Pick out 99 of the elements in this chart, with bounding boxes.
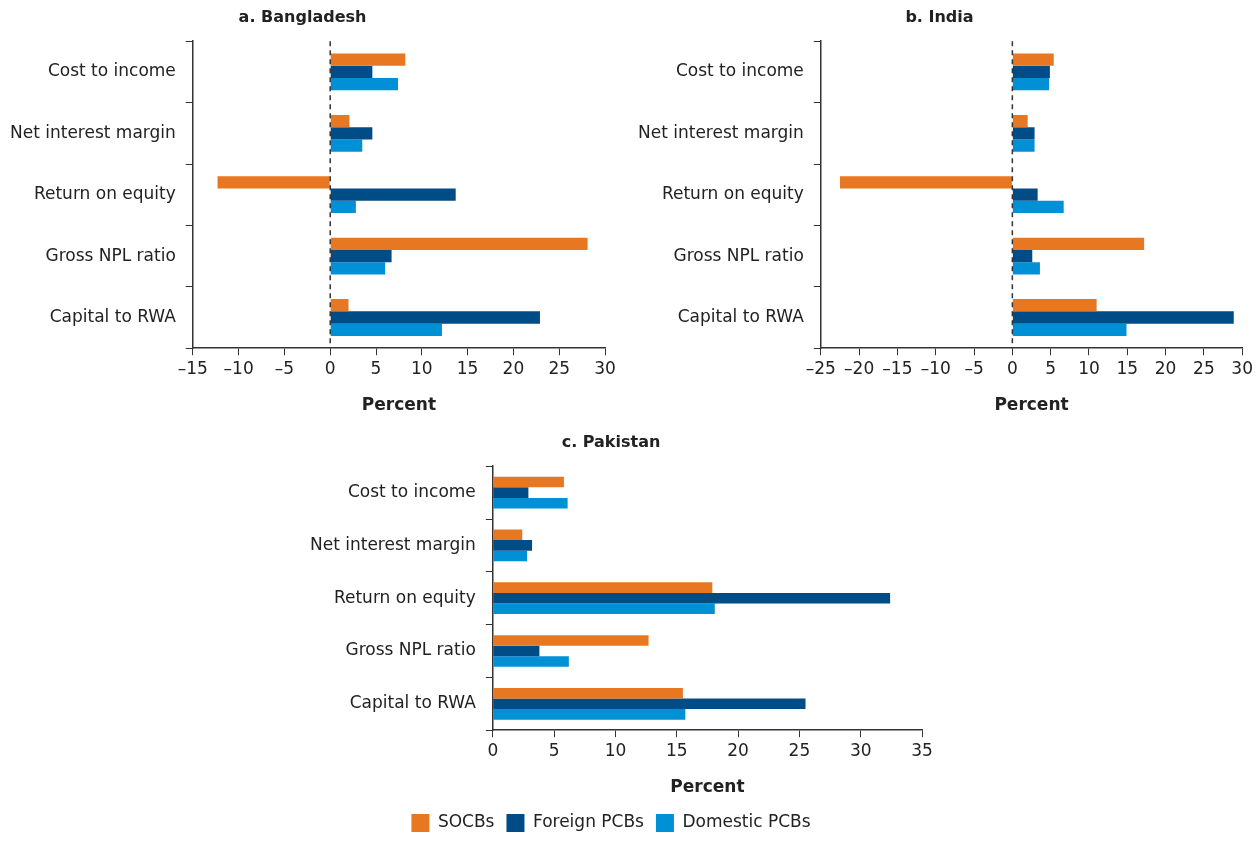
y-tick-label: Return on equity (661, 183, 804, 204)
x-tick-label: 25 (548, 357, 571, 378)
x-tick-label: 0 (487, 739, 499, 760)
x-tick-label: 30 (849, 739, 872, 760)
y-tick-label: Cost to income (47, 60, 176, 81)
y-tick-label: Cost to income (347, 481, 476, 502)
x-tick-label: –15 (177, 357, 208, 378)
x-tick-label: –10 (223, 357, 254, 378)
bar (839, 176, 1012, 189)
bar (493, 635, 649, 646)
y-tick-label: Net interest margin (10, 121, 176, 142)
x-axis-title: Percent (361, 394, 437, 415)
bar (330, 188, 456, 201)
y-tick-label: Capital to RWA (677, 305, 805, 326)
x-tick-label: 10 (604, 739, 627, 760)
y-tick-label: Return on equity (33, 183, 176, 204)
x-axis-title: Percent (994, 394, 1069, 415)
bar (493, 550, 528, 562)
bar (330, 78, 398, 91)
bar (1012, 127, 1035, 140)
x-tick-label: –15 (882, 357, 913, 378)
x-tick-label: 0 (324, 357, 336, 378)
bar (493, 592, 891, 604)
y-tick-label: Capital to RWA (349, 692, 477, 713)
bar (1012, 299, 1097, 312)
bar (330, 323, 442, 336)
bar (1012, 139, 1035, 152)
bar (493, 540, 533, 551)
x-tick-label: 20 (502, 357, 525, 378)
x-tick-label: 0 (1006, 357, 1018, 378)
x-tick-label: 10 (1078, 357, 1100, 378)
x-tick-label: 15 (456, 357, 479, 378)
x-tick-label: –5 (964, 357, 984, 378)
bar (330, 127, 373, 140)
bar (493, 603, 715, 615)
bar (330, 65, 373, 79)
bar (330, 311, 540, 324)
x-tick-label: 20 (1154, 357, 1177, 378)
y-tick-label: Gross NPL ratio (673, 244, 804, 265)
legend-label: SOCBs (437, 811, 495, 832)
x-tick-label: 5 (1045, 357, 1057, 378)
bar (493, 529, 523, 541)
x-tick-label: 35 (911, 739, 933, 760)
bar (330, 139, 363, 152)
bar (1012, 65, 1050, 79)
y-tick-label: Net interest margin (310, 533, 476, 554)
bar (493, 645, 540, 657)
y-tick-label: Return on equity (333, 586, 476, 607)
bar (217, 176, 330, 189)
y-tick-label: Cost to income (675, 60, 804, 81)
bar (330, 262, 386, 275)
bar (1012, 237, 1145, 250)
chart-title: b. India (905, 6, 974, 26)
bar (330, 299, 349, 312)
x-tick-label: 5 (370, 357, 382, 378)
bar (493, 698, 806, 710)
bar (1012, 262, 1040, 275)
legend-label: Domestic PCBs (682, 811, 811, 832)
x-tick-label: 5 (548, 739, 560, 760)
x-tick-label: –20 (844, 357, 875, 378)
bar (1012, 114, 1028, 128)
bar (493, 497, 568, 509)
y-tick-label: Gross NPL ratio (345, 639, 476, 660)
x-tick-label: 10 (410, 357, 433, 378)
x-tick-label: 30 (1231, 357, 1253, 378)
x-tick-label: –25 (805, 357, 836, 378)
x-tick-label: –5 (274, 357, 295, 378)
bar (330, 249, 392, 263)
bar (493, 687, 683, 699)
bar (493, 476, 564, 488)
x-tick-label: 15 (665, 739, 688, 760)
x-tick-label: 25 (1193, 357, 1215, 378)
bar (1012, 249, 1033, 263)
bar (493, 656, 569, 667)
bar (1012, 200, 1064, 214)
bar (1012, 188, 1038, 201)
bar (493, 487, 529, 498)
bar (1012, 53, 1054, 66)
chart-title: c. Pakistan (561, 431, 661, 451)
bar (493, 582, 713, 593)
x-tick-label: 25 (788, 739, 811, 760)
y-tick-label: Capital to RWA (49, 305, 177, 326)
legend-label: Foreign PCBs (532, 811, 645, 832)
y-tick-label: Gross NPL ratio (45, 244, 176, 265)
bar (1012, 311, 1234, 324)
y-tick-label: Net interest margin (638, 121, 804, 142)
bar (1012, 323, 1127, 336)
bar (330, 237, 588, 250)
chart-title: a. Bangladesh (238, 6, 367, 26)
x-axis-title: Percent (670, 776, 745, 797)
x-tick-label: 15 (1116, 357, 1139, 378)
bar (493, 709, 686, 720)
bar (330, 53, 406, 66)
bar (1012, 78, 1050, 91)
bar (330, 200, 356, 214)
x-tick-label: –10 (920, 357, 951, 378)
x-tick-label: 30 (594, 357, 616, 378)
bar (330, 114, 350, 128)
x-tick-label: 20 (727, 739, 749, 760)
